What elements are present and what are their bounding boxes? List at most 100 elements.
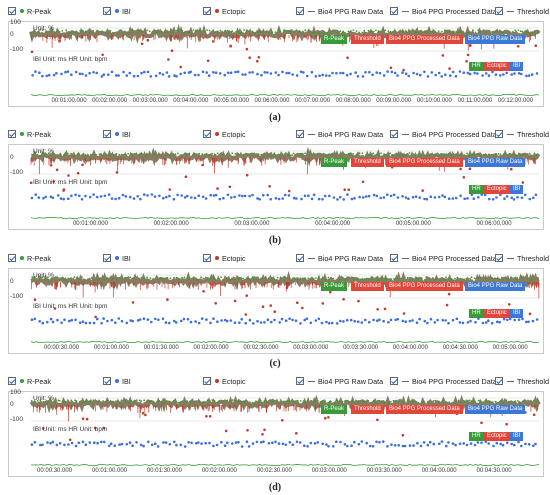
r-peak-point (183, 152, 186, 155)
r-peak-point (531, 401, 534, 404)
legend-item-ectopic[interactable]: Ectopic (203, 374, 246, 388)
ectopic-point (281, 419, 284, 422)
ibi-point (190, 196, 193, 199)
ibi-point (84, 74, 88, 77)
r-peak-point (420, 154, 423, 156)
r-peak-point (292, 30, 295, 33)
r-peak-point (64, 152, 66, 155)
legend-checkbox[interactable] (103, 377, 111, 385)
x-axis-tick-label: 00:03:00.000 (311, 468, 347, 474)
ibi-point (259, 441, 263, 444)
legend-item-ibi[interactable]: IBI (103, 374, 131, 388)
legend-item-ectopic[interactable]: Ectopic (203, 4, 246, 18)
legend-checkbox[interactable] (296, 377, 304, 385)
ibi-point (458, 442, 462, 446)
ectopic-point (469, 44, 472, 47)
legend-checkbox[interactable] (390, 7, 398, 15)
legend-checkbox[interactable] (495, 130, 503, 138)
legend-item-raw[interactable]: Bio4 PPG Raw Data (296, 251, 383, 265)
ibi-point (205, 71, 208, 74)
legend-line-icon (402, 10, 409, 12)
ibi-point (527, 74, 531, 77)
ibi-point (179, 72, 182, 76)
r-peak-point (367, 400, 370, 402)
ectopic-point (115, 171, 119, 174)
legend-item-processed[interactable]: Bio4 PPG Processed Data (390, 251, 497, 265)
legend-item-ibi[interactable]: IBI (103, 251, 131, 265)
legend-checkbox[interactable] (8, 377, 16, 385)
ibi-point (423, 319, 427, 323)
legend-item-threshold[interactable]: Threshold (495, 127, 549, 141)
legend-checkbox[interactable] (495, 7, 503, 15)
legend-checkbox[interactable] (8, 254, 16, 262)
legend-item-ectopic[interactable]: Ectopic (203, 251, 246, 265)
legend-item-ectopic[interactable]: Ectopic (203, 127, 246, 141)
legend-item-raw[interactable]: Bio4 PPG Raw Data (296, 374, 383, 388)
ibi-point (201, 70, 205, 74)
ibi-point (197, 73, 200, 77)
legend-item-raw[interactable]: Bio4 PPG Raw Data (296, 4, 383, 18)
ibi-point (331, 71, 334, 75)
ectopic-point (507, 303, 511, 306)
ibi-point (428, 440, 432, 444)
legend-item-ibi[interactable]: IBI (103, 127, 131, 141)
r-peak-point (98, 278, 100, 280)
ectopic-point (287, 189, 291, 193)
ibi-point (495, 441, 499, 445)
legend-item-r-peak[interactable]: R-Peak (8, 374, 51, 388)
legend-item-threshold[interactable]: Threshold (495, 4, 549, 18)
legend-item-r-peak[interactable]: R-Peak (8, 127, 51, 141)
x-axis-tick-label: 00:02:00.000 (201, 468, 237, 474)
ibi-point (106, 319, 109, 323)
legend-checkbox[interactable] (296, 130, 304, 138)
ectopic-point (81, 163, 84, 167)
ibi-point (300, 197, 303, 201)
r-peak-point (488, 29, 491, 32)
ibi-point (396, 317, 400, 321)
ibi-point (328, 194, 331, 198)
ibi-point (84, 321, 88, 325)
ibi-point (310, 197, 314, 201)
legend-checkbox[interactable] (203, 377, 211, 385)
legend-checkbox[interactable] (296, 254, 304, 262)
legend-checkbox[interactable] (103, 7, 111, 15)
legend-checkbox[interactable] (390, 254, 398, 262)
r-peak-point (424, 154, 426, 157)
legend-checkbox[interactable] (203, 130, 211, 138)
legend-item-ibi[interactable]: IBI (103, 4, 131, 18)
r-peak-point (330, 276, 332, 279)
legend-item-processed[interactable]: Bio4 PPG Processed Data (390, 127, 497, 141)
r-peak-point (90, 277, 93, 279)
legend-checkbox[interactable] (203, 7, 211, 15)
legend-item-threshold[interactable]: Threshold (495, 374, 549, 388)
r-peak-point (409, 30, 411, 32)
ibi-point (100, 75, 104, 78)
legend-checkbox[interactable] (103, 254, 111, 262)
legend-checkbox[interactable] (8, 130, 16, 138)
legend-checkbox[interactable] (390, 377, 398, 385)
legend-item-raw[interactable]: Bio4 PPG Raw Data (296, 127, 383, 141)
legend-checkbox[interactable] (390, 130, 398, 138)
r-peak-point (392, 30, 395, 33)
r-peak-point (59, 278, 62, 281)
legend-item-r-peak[interactable]: R-Peak (8, 251, 51, 265)
r-peak-point (299, 152, 301, 155)
r-peak-point (33, 29, 35, 31)
legend-checkbox[interactable] (103, 130, 111, 138)
legend-item-processed[interactable]: Bio4 PPG Processed Data (390, 4, 497, 18)
legend-item-processed[interactable]: Bio4 PPG Processed Data (390, 374, 497, 388)
legend-item-r-peak[interactable]: R-Peak (8, 4, 51, 18)
r-peak-point (505, 154, 508, 157)
legend-item-threshold[interactable]: Threshold (495, 251, 549, 265)
legend-checkbox[interactable] (8, 7, 16, 15)
legend-checkbox[interactable] (495, 377, 503, 385)
r-peak-point (237, 277, 240, 280)
legend-checkbox[interactable] (495, 254, 503, 262)
ibi-point (364, 71, 367, 74)
ibi-point (110, 197, 114, 200)
r-peak-point (484, 31, 487, 34)
legend-checkbox[interactable] (203, 254, 211, 262)
r-peak-point (394, 30, 396, 33)
ibi-point (33, 440, 37, 444)
legend-checkbox[interactable] (296, 7, 304, 15)
